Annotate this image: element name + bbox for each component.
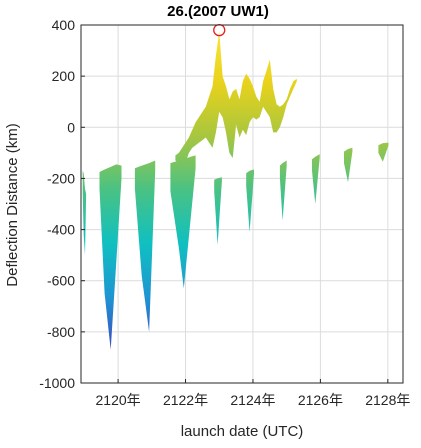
x-tick-label: 2124年 (230, 392, 275, 408)
y-tick-label: -400 (47, 222, 75, 238)
x-axis-ticks: 2120年 2122年 2124年 2126年 2128年 (96, 379, 410, 408)
y-tick-label: -200 (47, 170, 75, 186)
y-axis-label: Deflection Distance (km) (4, 123, 21, 286)
upper-band (175, 31, 297, 166)
y-tick-label: 200 (52, 68, 76, 84)
lower-band-segment-2 (99, 164, 122, 350)
lower-band-segment-1 (82, 170, 87, 256)
lower-band-segment-7 (279, 160, 287, 221)
lower-band-segment-8 (312, 154, 320, 204)
lower-band-segment-10 (378, 142, 389, 162)
x-tick-label: 2120年 (96, 392, 141, 408)
x-tick-label: 2122年 (163, 392, 208, 408)
y-tick-label: 400 (52, 17, 76, 33)
plot-frame (80, 24, 404, 384)
y-tick-label: -600 (47, 273, 75, 289)
lower-band-segment-9 (344, 147, 353, 183)
chart-title: 26.(2007 UW1) (167, 3, 269, 20)
data-bands (82, 31, 389, 350)
x-axis-label: launch date (UTC) (181, 423, 304, 440)
x-tick-label: 2126年 (298, 392, 343, 408)
plot-background (81, 25, 403, 383)
x-tick-label: 2128年 (365, 392, 410, 408)
lower-band-segment-3 (134, 160, 156, 332)
lower-band-segment-6 (246, 169, 254, 233)
lower-band-segment-5 (214, 177, 222, 245)
lower-band-segment-4 (170, 155, 196, 289)
y-tick-label: -800 (47, 324, 75, 340)
y-tick-label: -1000 (39, 375, 75, 391)
y-axis-ticks: 400 200 0 -200 -400 -600 -800 -1000 (39, 17, 85, 391)
y-tick-label: 0 (67, 119, 75, 135)
